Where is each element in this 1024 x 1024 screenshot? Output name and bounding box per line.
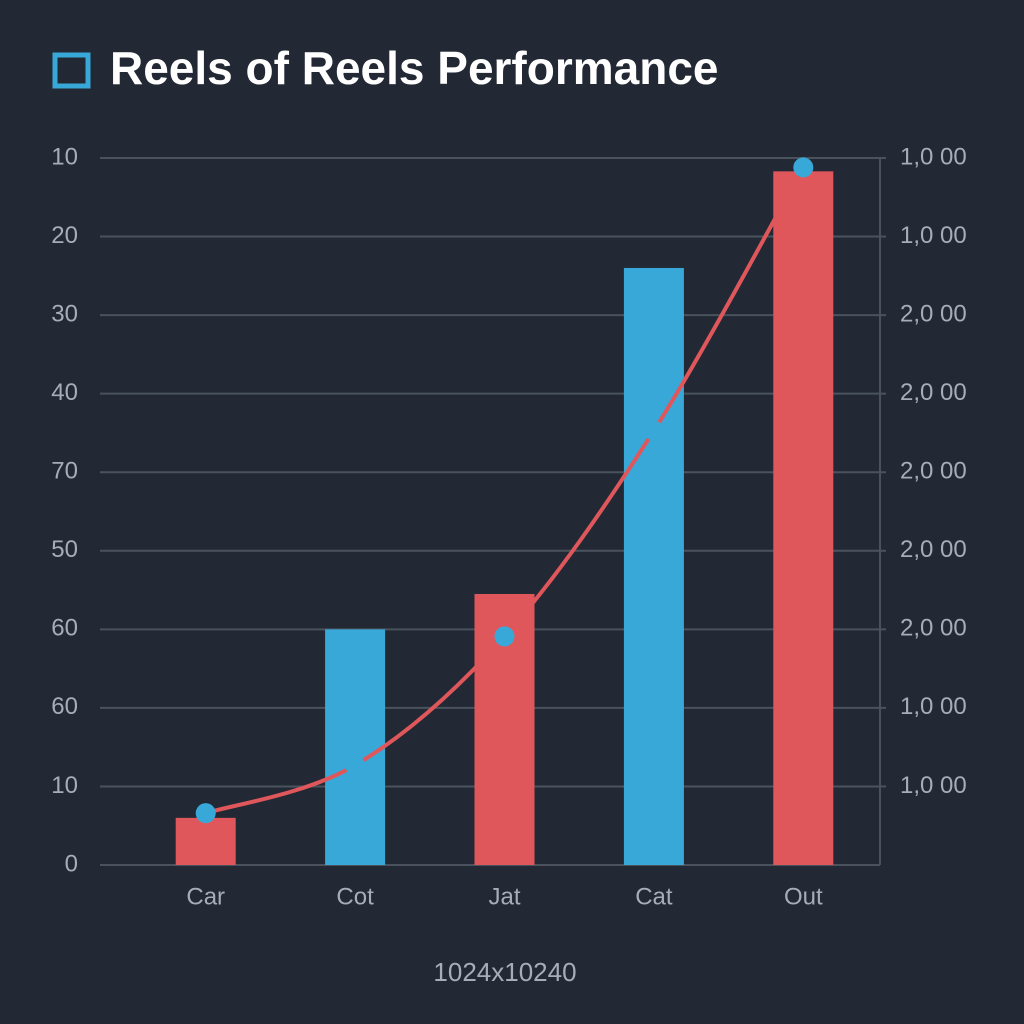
title-icon [52,52,91,89]
y2-tick-label: 2,0 00 [900,615,967,642]
line [205,166,806,816]
y2-tick-label: 1,0 00 [900,772,967,799]
y2-tick-label: 1,0 00 [900,693,967,720]
line-marker [793,157,814,178]
x-tick-label: Jat [488,883,520,910]
y2-tick-label: 2,0 00 [900,300,967,327]
y-tick-label: 40 [51,379,78,406]
y-tick-label: 60 [51,693,78,720]
y2-tick-label: 2,0 00 [900,379,967,406]
x-tick-label: Out [784,883,823,910]
line-marker [195,803,216,824]
y2-tick-label: 2,0 00 [900,458,967,485]
y-tick-label: 30 [51,300,78,327]
footer: 1024x10240 [433,957,576,987]
bar [623,267,684,865]
y-tick-label: 60 [51,615,78,642]
x-tick-label: Cat [635,883,673,910]
y-tick-label: 70 [51,458,78,485]
bar [325,629,386,865]
y-tick-label: 0 [65,850,78,877]
y-tick-label: 10 [51,772,78,799]
line-marker [345,755,366,776]
line-marker [494,626,515,647]
bar [175,817,236,865]
chart-title: Reels of Reels Performance [110,42,719,94]
y2-tick-label: 2,0 00 [900,536,967,563]
y2-tick-label: 1,0 00 [900,143,967,170]
y-tick-label: 10 [51,143,78,170]
line-marker [643,420,664,441]
bar [773,171,834,866]
x-tick-label: Cot [336,883,374,910]
y-tick-label: 50 [51,536,78,563]
y2-tick-label: 1,0 00 [900,222,967,249]
x-tick-label: Car [186,883,225,910]
y-tick-label: 20 [51,222,78,249]
